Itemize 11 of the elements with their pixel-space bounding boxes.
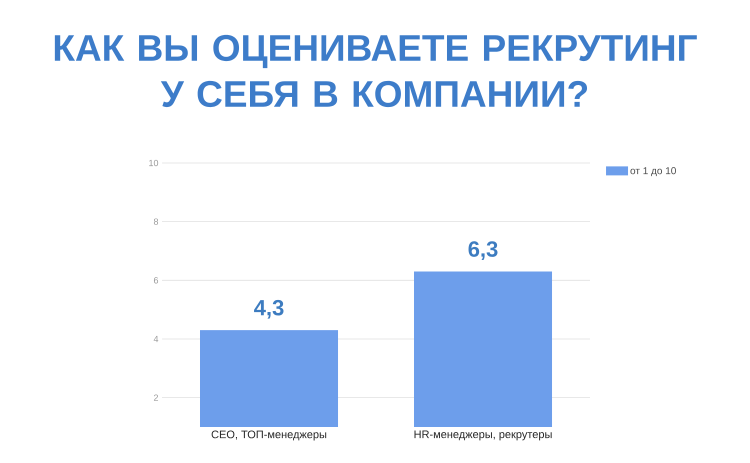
x-tick-label: CEO, ТОП-менеджеры [212, 430, 326, 440]
x-tick-label: HR-менеджеры, рекрутеры [414, 430, 552, 440]
y-tick-label: 6 [154, 277, 158, 284]
y-tick-label: 8 [154, 218, 158, 225]
data-label: 4,3 [254, 300, 284, 319]
y-tick-label: 10 [149, 160, 158, 166]
y-tick-label: 4 [154, 336, 158, 342]
y-tick-label: 2 [154, 394, 158, 401]
chart-title: КАК ВЫ ОЦЕНИВАЕТЕ РЕКРУТИНГ У СЕБЯ В КОМПАНИИ? [54, 34, 697, 108]
legend-label: от 1 до 10 [630, 167, 676, 176]
data-label: 6,3 [468, 241, 498, 260]
